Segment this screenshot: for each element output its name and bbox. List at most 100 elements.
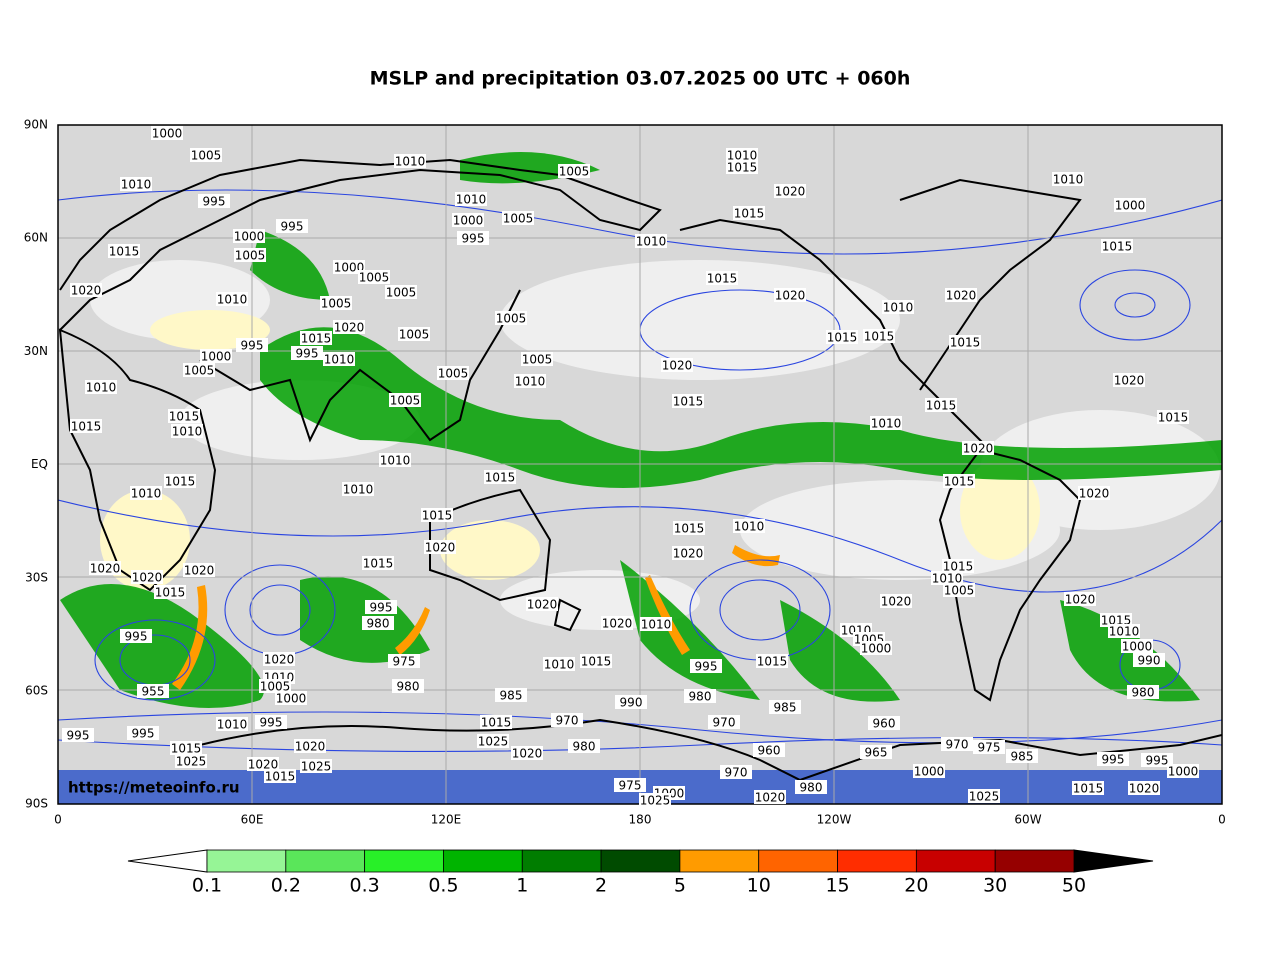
isobar-label-bg (300, 759, 332, 773)
isobar-label-text: 995 (695, 660, 718, 674)
isobar-label-bg (120, 629, 152, 643)
isobar-label-text: 1005 (184, 364, 215, 378)
isobar-label-text: 995 (1102, 753, 1125, 767)
isobar-label-bg (943, 583, 975, 597)
isobar-label: 1020 (70, 283, 102, 298)
lat-label: 90N (24, 118, 48, 132)
isobar-label-bg (943, 474, 975, 488)
isobar-label-bg (726, 160, 758, 174)
colorbar-box (600, 849, 681, 873)
lon-label: 120E (431, 813, 462, 827)
isobar-label-text: 1010 (131, 487, 162, 501)
isobar-label: 995 (276, 219, 308, 234)
colorbar-box (837, 849, 917, 873)
isobar-label-text: 1005 (559, 165, 590, 179)
isobar-label-text: 1000 (1168, 765, 1199, 779)
isobar-label-bg (130, 486, 162, 500)
isobar-label-bg (120, 177, 152, 191)
isobar-label: 1020 (962, 441, 994, 456)
isobar-label-bg (379, 453, 411, 467)
isobar-label-bg (1097, 752, 1129, 766)
isobar-label-text: 1025 (969, 790, 1000, 804)
isobar-label-bg (635, 234, 667, 248)
isobar-label-bg (183, 363, 215, 377)
isobar-label-bg (1064, 592, 1096, 606)
isobar-label-bg (190, 148, 222, 162)
isobar-label-text: 1020 (946, 289, 977, 303)
isobar-label-text: 990 (620, 696, 643, 710)
isobar-label: 1010 (1108, 624, 1140, 639)
colorbar-label: 0.3 (350, 875, 380, 897)
isobar-label: 1010 (1052, 172, 1084, 187)
isobar-label-text: 1015 (71, 420, 102, 434)
isobar-label-text: 980 (689, 690, 712, 704)
isobar-label-bg (733, 519, 765, 533)
isobar-label: 1010 (931, 571, 963, 586)
isobar-label-text: 1010 (121, 178, 152, 192)
isobar-label: 1015 (480, 715, 512, 730)
isobar-label-text: 980 (573, 740, 596, 754)
isobar-label-text: 1020 (662, 359, 693, 373)
isobar-label-bg (437, 366, 469, 380)
isobar-label-text: 1005 (321, 297, 352, 311)
isobar-label: 1020 (511, 746, 543, 761)
isobar-label-bg (1100, 613, 1132, 627)
isobar-label-bg (170, 741, 202, 755)
isobar-label: 995 (255, 715, 287, 730)
isobar-label: 1020 (1113, 373, 1145, 388)
colorbar-label: 0.1 (192, 875, 222, 897)
isobar-label-bg (543, 657, 575, 671)
isobar-label-bg (826, 330, 858, 344)
isobar-label-bg (502, 211, 534, 225)
isobar-label: 1005 (943, 583, 975, 598)
isobar-label-text: 1020 (1114, 374, 1145, 388)
isobar-label: 1015 (942, 559, 974, 574)
isobar-label-bg (639, 793, 671, 807)
isobar-label-bg (389, 393, 421, 407)
isobar-label-bg (495, 688, 527, 702)
isobar-label-text: 1015 (363, 557, 394, 571)
isobar-label: 1005 (437, 366, 469, 381)
isobar-label-text: 970 (725, 766, 748, 780)
isobar-label-text: 955 (142, 685, 165, 699)
isobar-label-bg (127, 726, 159, 740)
isobar-label-text: 1020 (775, 185, 806, 199)
isobar-label-text: 1025 (478, 735, 509, 749)
lon-label: 60W (1014, 813, 1041, 827)
isobar-label: 1015 (1072, 781, 1104, 796)
colorbar-label: 20 (904, 875, 928, 897)
colorbar-label: 2 (595, 875, 607, 897)
land-dry (100, 310, 1040, 590)
isobar-label-text: 1010 (1109, 625, 1140, 639)
isobar-label-bg (234, 248, 266, 262)
isobar-label-bg (754, 790, 786, 804)
isobar-label-text: 1015 (422, 509, 453, 523)
isobar-label: 1020 (294, 739, 326, 754)
isobar-label-text: 1020 (755, 791, 786, 805)
isobar-label-bg (1141, 753, 1173, 767)
isobar-label: 975 (614, 778, 646, 793)
isobar-label-text: 1020 (132, 571, 163, 585)
isobar-label-bg (880, 594, 912, 608)
colorbar-box (364, 849, 444, 873)
colorbar-under (127, 849, 208, 873)
lat-label: EQ (31, 457, 48, 471)
isobar-label: 1000 (151, 126, 183, 141)
isobar-label: 1020 (424, 540, 456, 555)
isobar-label: 1010 (85, 380, 117, 395)
isobar-label-bg (247, 757, 279, 771)
isobar-label-text: 1015 (265, 770, 296, 784)
colorbar-box (994, 849, 1075, 873)
lat-label: 60N (24, 231, 48, 245)
isobar-label-bg (70, 283, 102, 297)
isobar-label-bg (753, 743, 785, 757)
isobar-label: 1020 (754, 790, 786, 805)
isobar-label: 1015 (164, 474, 196, 489)
isobar-label-bg (477, 734, 509, 748)
isobar-label: 970 (720, 765, 752, 780)
isobar-label-text: 1020 (334, 321, 365, 335)
isobar-label-text: 1020 (963, 442, 994, 456)
isobar-label-text: 1005 (438, 367, 469, 381)
isobar-label-text: 1010 (544, 658, 575, 672)
